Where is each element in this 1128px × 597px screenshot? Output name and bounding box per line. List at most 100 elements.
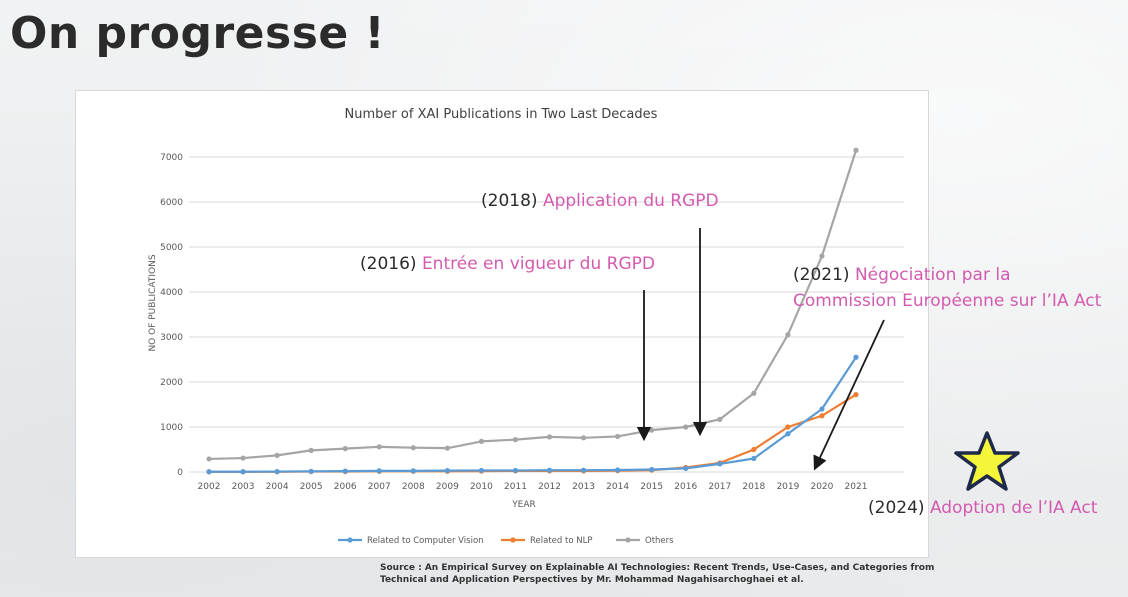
annotation-2016: (2016) Entrée en vigueur du RGPD: [360, 254, 655, 274]
data-point: [853, 354, 859, 360]
data-point: [649, 466, 655, 473]
annotation-2024-year: (2024): [868, 498, 925, 518]
slide-title: On progresse !: [10, 8, 386, 59]
annotation-2021-text-line1: Négociation par la: [854, 265, 1011, 285]
y-tick-label: 0: [177, 468, 183, 478]
data-point: [615, 433, 621, 440]
x-tick-label: 2004: [266, 482, 289, 492]
annotation-2021: (2021) Négociation par la Commission Eur…: [793, 262, 1101, 314]
data-point: [717, 416, 723, 422]
data-point: [751, 446, 757, 453]
chart-title: Number of XAI Publications in Two Last D…: [345, 107, 658, 122]
x-tick-label: 2013: [572, 482, 595, 492]
arrow-2021: [813, 319, 885, 471]
chart-legend: Related to Computer Vision Related to NLP…: [338, 536, 674, 546]
y-tick-label: 6000: [160, 198, 183, 208]
data-point: [512, 437, 519, 443]
data-point: [444, 445, 450, 451]
legend-label: Related to NLP: [530, 536, 592, 546]
x-tick-label: 2018: [742, 482, 765, 492]
data-point: [819, 413, 825, 419]
y-tick-labels: 0 1000 2000 3000 4000 5000 6000 7000: [160, 153, 183, 478]
xai-publications-chart: Number of XAI Publications in Two Last D…: [148, 107, 904, 546]
x-tick-label: 2008: [402, 482, 425, 492]
legend-marker: [625, 537, 631, 543]
data-point: [512, 467, 519, 474]
y-tick-label: 2000: [160, 378, 183, 388]
y-tick-label: 7000: [160, 153, 183, 163]
y-tick-label: 1000: [160, 423, 183, 433]
y-tick-label: 4000: [160, 288, 183, 298]
data-point: [376, 444, 382, 450]
y-tick-label: 5000: [160, 243, 183, 253]
legend-marker: [510, 537, 516, 543]
x-tick-label: 2011: [504, 482, 527, 492]
data-point: [240, 455, 246, 461]
data-point: [615, 467, 621, 473]
x-tick-label: 2015: [640, 482, 663, 492]
x-tick-labels: 2002 2003 2004 2005 2006 2007 2008 2009 2010 2011…: [198, 482, 868, 492]
data-point: [206, 469, 212, 475]
data-point: [308, 468, 314, 474]
data-point: [580, 435, 587, 441]
annotation-2021-year: (2021): [793, 265, 850, 285]
x-axis-label: YEAR: [511, 500, 536, 510]
data-point: [546, 467, 553, 473]
data-point: [683, 465, 689, 471]
y-tick-label: 3000: [160, 333, 183, 343]
x-tick-label: 2005: [300, 482, 323, 492]
annotation-2016-year: (2016): [360, 254, 417, 274]
data-point: [580, 467, 587, 473]
x-tick-label: 2012: [538, 482, 561, 492]
data-point: [274, 468, 280, 475]
x-tick-label: 2003: [232, 482, 255, 492]
data-point: [785, 332, 791, 338]
data-point: [546, 434, 553, 440]
x-tick-label: 2017: [708, 482, 731, 492]
x-tick-label: 2006: [334, 482, 357, 492]
x-tick-label: 2019: [776, 482, 799, 492]
annotation-2024-text: Adoption de l’IA Act: [929, 498, 1098, 518]
x-tick-label: 2021: [845, 482, 868, 492]
data-point: [342, 446, 348, 452]
data-point: [819, 406, 825, 412]
annotation-2024: (2024) Adoption de l’IA Act: [868, 498, 1097, 518]
annotation-2018-year: (2018): [481, 191, 538, 211]
data-point: [717, 461, 723, 467]
x-tick-label: 2010: [470, 482, 493, 492]
data-point: [751, 390, 757, 396]
data-point: [410, 468, 416, 474]
data-point: [478, 438, 485, 444]
data-point: [819, 253, 825, 259]
data-point: [444, 468, 450, 474]
data-point: [785, 431, 791, 437]
x-tick-label: 2009: [436, 482, 459, 492]
data-point: [240, 469, 246, 475]
annotation-2021-text-line2: Commission Européenne sur l’IA Act: [793, 291, 1102, 311]
series-line: [208, 149, 858, 461]
data-point: [206, 456, 212, 462]
legend-label: Others: [645, 536, 674, 546]
y-axis-label: NO OF PUBLICATIONS: [148, 254, 158, 351]
x-tick-label: 2007: [368, 482, 391, 492]
legend-label: Related to Computer Vision: [367, 536, 484, 546]
data-point: [274, 452, 280, 458]
data-point: [751, 455, 757, 462]
data-point: [410, 445, 416, 451]
data-point: [853, 147, 859, 153]
annotation-2018-text: Application du RGPD: [542, 191, 719, 211]
annotation-2018: (2018) Application du RGPD: [481, 191, 719, 211]
data-point: [683, 424, 689, 430]
data-point: [308, 447, 314, 453]
series-line: [209, 356, 857, 473]
x-tick-label: 2002: [198, 482, 221, 492]
x-tick-label: 2014: [606, 482, 629, 492]
x-tick-label: 2020: [810, 482, 833, 492]
annotation-2016-text: Entrée en vigueur du RGPD: [421, 254, 655, 274]
star-icon: [954, 431, 1020, 491]
x-tick-label: 2016: [674, 482, 697, 492]
data-point: [478, 467, 485, 474]
data-point: [785, 424, 791, 430]
source-citation: Source : An Empirical Survey on Explaina…: [380, 563, 935, 585]
